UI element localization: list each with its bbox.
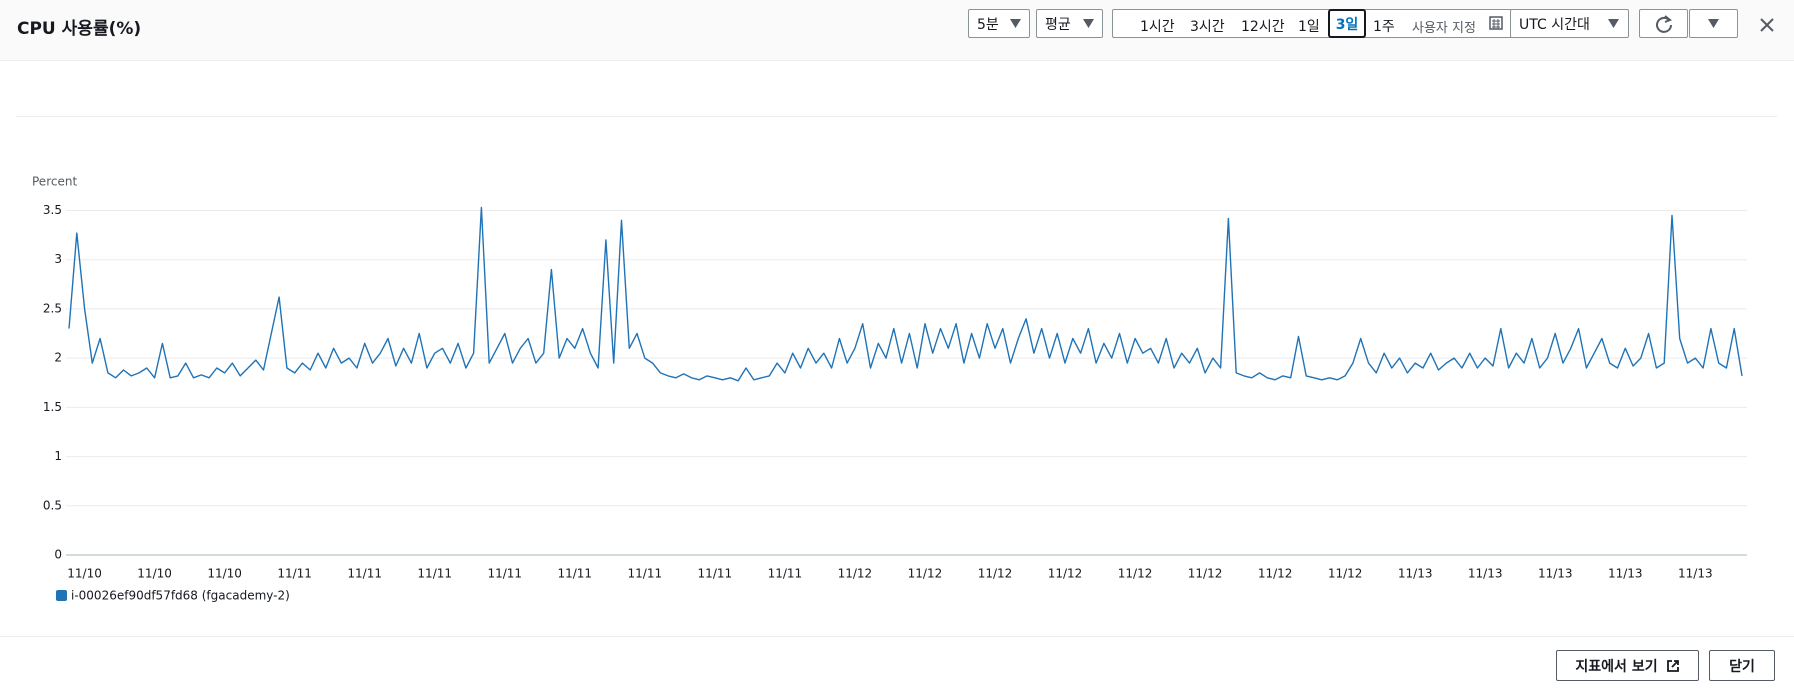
range-group [1112, 9, 1512, 38]
stat-select[interactable]: 평균 [1036, 9, 1103, 38]
x-tick-label: 11/12 [1328, 567, 1363, 581]
caret [1708, 19, 1719, 28]
footer-separator [0, 636, 1794, 637]
range-selected[interactable]: 3일 [1328, 9, 1366, 38]
y-tick-label: 3.5 [43, 203, 62, 217]
y-tick-label: 2 [54, 351, 62, 365]
x-tick-label: 11/13 [1468, 567, 1503, 581]
refresh-button[interactable] [1639, 9, 1688, 38]
chart: Percent 0 0.5 1 1.5 2 2.5 3 3.5 11/10 11/10 11/10 1… [32, 175, 1747, 603]
calendar-icon [1489, 16, 1503, 30]
legend-label: i-00026ef90df57fd68 (fgacademy-2) [71, 589, 290, 603]
close-icon[interactable] [1759, 17, 1775, 33]
period: 5분 [977, 16, 999, 33]
x-tick-label: 11/11 [768, 567, 803, 581]
x-tick-label: 11/11 [347, 567, 382, 581]
range[interactable]: 1시간 [1140, 19, 1175, 35]
legend-swatch [56, 590, 67, 601]
range[interactable]: 12시간 [1241, 19, 1285, 35]
caret [1010, 19, 1021, 28]
x-tick-label: 11/12 [1118, 567, 1153, 581]
y-axis-label: Percent [32, 175, 77, 189]
y-tick-label: 0 [54, 548, 62, 562]
x-tick-label: 11/11 [628, 567, 663, 581]
x-tick-label: 11/11 [417, 567, 452, 581]
close-button[interactable]: 닫기 [1709, 650, 1775, 681]
statistic: 평균 [1045, 16, 1071, 33]
view-in-metrics-button[interactable]: 지표에서 보기 [1556, 650, 1699, 681]
x-tick-label: 11/12 [1188, 567, 1223, 581]
caret [1608, 19, 1619, 28]
period-select[interactable]: 5분 [968, 9, 1030, 38]
x-tick-label: 11/11 [487, 567, 522, 581]
y-tick-label: 1.5 [43, 400, 62, 414]
x-tick-label: 11/11 [698, 567, 733, 581]
data-line [68, 206, 1743, 382]
refresh-icon [1656, 14, 1672, 33]
x-tick-label: 11/10 [207, 567, 242, 581]
separator [16, 116, 1777, 117]
title: CPU 사용률(%) [17, 19, 142, 39]
range[interactable]: 1일 [1298, 19, 1320, 35]
x-tick-label: 11/12 [1048, 567, 1083, 581]
x-tick-label: 11/13 [1538, 567, 1573, 581]
tz-select[interactable]: UTC 시간대 [1510, 9, 1629, 38]
y-tick-label: 3 [54, 252, 62, 266]
x-tick-label: 11/13 [1398, 567, 1433, 581]
y-tick-label: 2.5 [43, 301, 62, 315]
external-icon [1666, 659, 1679, 672]
x-tick-label: 11/12 [978, 567, 1013, 581]
x-tick-label: 11/13 [1608, 567, 1643, 581]
button-label: 지표에서 보기 [1575, 658, 1658, 675]
x-tick-label: 11/12 [838, 567, 873, 581]
x-tick-label: 11/10 [67, 567, 102, 581]
range[interactable]: 3시간 [1190, 19, 1225, 35]
y-tick-label: 1 [54, 449, 62, 463]
y-tick-label: 0.5 [43, 498, 62, 512]
refresh-options[interactable] [1689, 9, 1738, 38]
custom-range[interactable]: 사용자 지정 [1412, 21, 1476, 36]
x-tick-label: 11/12 [908, 567, 943, 581]
x-tick-label: 11/12 [1258, 567, 1293, 581]
x-tick-label: 11/11 [557, 567, 592, 581]
caret [1083, 19, 1094, 28]
timezone: UTC 시간대 [1519, 16, 1590, 33]
x-tick-label: 11/11 [277, 567, 312, 581]
range[interactable]: 1주 [1373, 19, 1395, 35]
x-tick-label: 11/13 [1678, 567, 1713, 581]
x-tick-label: 11/10 [137, 567, 172, 581]
